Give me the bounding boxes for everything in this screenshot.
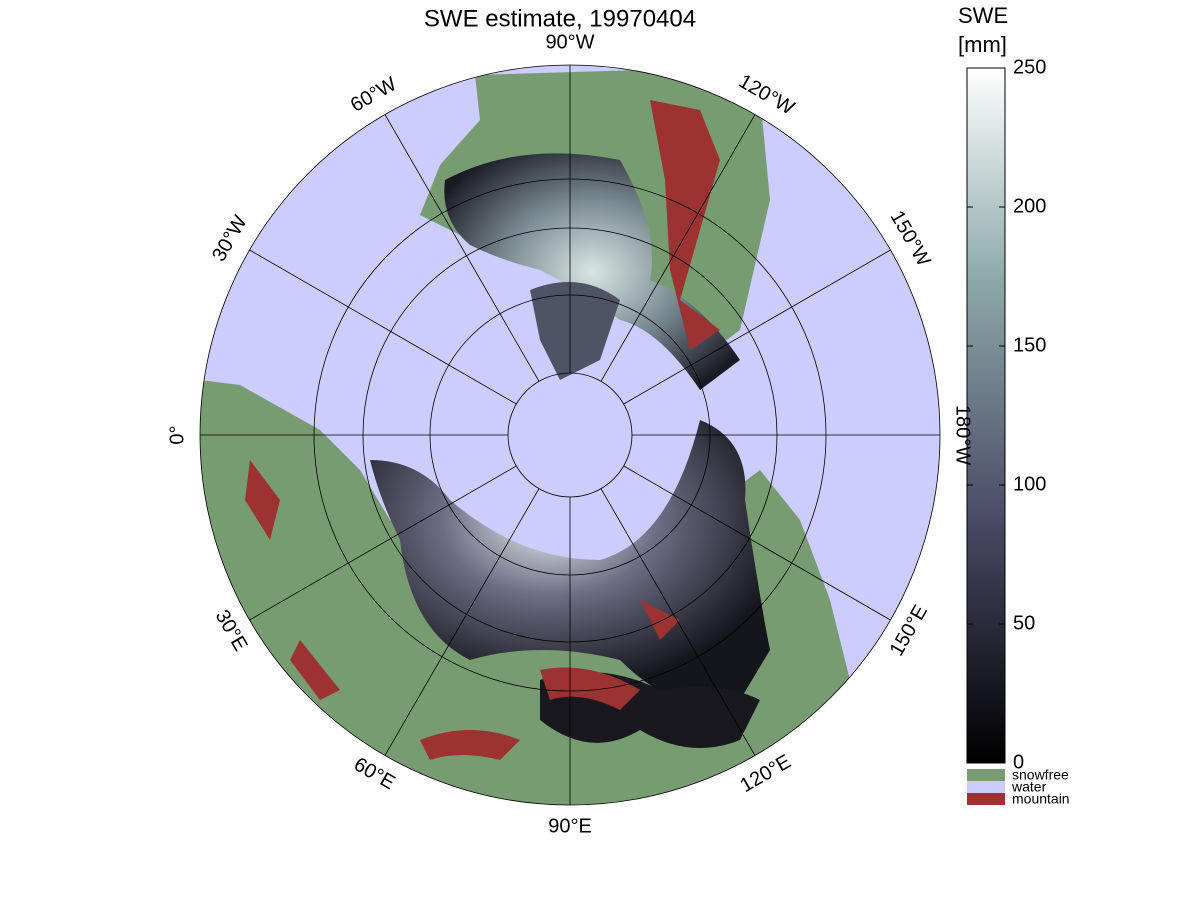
meridian-label: 90°W [545,31,594,53]
legend-label: mountain [1012,791,1070,807]
colorbar-tick-label: 250 [1013,56,1046,78]
map [200,65,940,805]
meridian [623,465,891,621]
snow-na [444,153,740,390]
meridian-label: 90°E [548,815,592,837]
meridian-label: 0° [166,425,188,444]
colorbar-title: SWE [958,3,1008,28]
meridian [600,488,756,756]
mountains-na [650,100,720,350]
meridian-label: 180°W [952,405,974,465]
legend-swatch [967,769,1005,781]
legend-label: snowfree [1012,767,1069,783]
legend-swatch [967,793,1005,805]
meridian [623,249,891,405]
meridian [249,249,517,405]
meridian-label: 30°E [211,606,252,655]
meridian-label: 60°E [350,753,399,794]
colorbar-tick-label: 0 [1013,751,1024,773]
colorbar [966,67,1006,764]
mountains-eurasia [245,460,680,760]
meridian [384,114,540,382]
meridian [384,488,540,756]
legend-label: water [1011,779,1047,795]
colorbar-tick-label: 100 [1013,473,1046,495]
title: SWE estimate, 19970404 [424,5,696,32]
meridians [200,65,940,805]
colorbar-tick-label: 150 [1013,334,1046,356]
colorbar-title: [mm] [958,32,1007,57]
legend-swatch [967,781,1005,793]
meridian [249,465,517,621]
colorbar-tick-label: 50 [1013,612,1035,634]
arctic-islands [530,282,620,380]
meridian [600,114,756,382]
colorbar-tick-label: 200 [1013,195,1046,217]
